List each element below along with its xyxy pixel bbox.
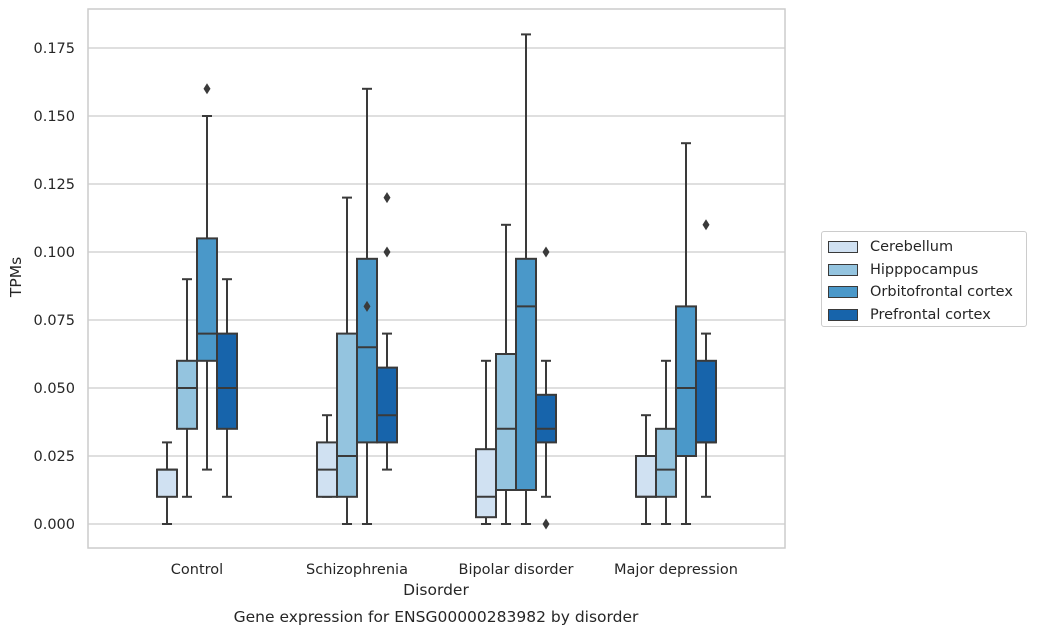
- box-body: [336, 332, 358, 498]
- box-2-3: [675, 142, 697, 525]
- y-tick-label: 0.075: [33, 313, 75, 329]
- x-tick-label: Control: [171, 562, 223, 578]
- box-0-2: [475, 359, 497, 525]
- box-body: [495, 353, 517, 491]
- outlier-point: [363, 300, 371, 312]
- chart-title: Gene expression for ENSG00000283982 by d…: [234, 608, 639, 626]
- box-3-1: [376, 192, 398, 471]
- box-body: [176, 359, 198, 430]
- box-body: [655, 427, 677, 498]
- legend-label: Prefrontal cortex: [870, 306, 991, 323]
- outlier-point: [702, 219, 710, 231]
- legend-item-prefrontal-cortex: Prefrontal cortex: [828, 304, 1026, 327]
- y-tick-label: 0.050: [33, 381, 75, 397]
- legend-item-cerebellum: Cerebellum: [828, 236, 1026, 259]
- box-1-1: [336, 196, 358, 525]
- legend-swatch: [828, 241, 858, 254]
- legend: Cerebellum Hipppocampus Orbitofrontal co…: [821, 231, 1027, 327]
- box-body: [356, 257, 378, 444]
- box-body: [515, 257, 537, 491]
- box-0-3: [635, 414, 657, 525]
- outlier-point: [542, 246, 550, 258]
- outlier-point: [383, 246, 391, 258]
- x-tick-label: Schizophrenia: [306, 562, 408, 578]
- legend-swatch: [828, 308, 858, 321]
- x-tick-label: Bipolar disorder: [459, 562, 574, 578]
- box-3-3: [695, 219, 717, 498]
- y-tick-label: 0.150: [33, 109, 75, 125]
- x-axis-label: Disorder: [403, 581, 469, 599]
- legend-label: Hipppocampus: [870, 261, 979, 278]
- box-body: [376, 366, 398, 444]
- box-body: [196, 237, 218, 362]
- x-tick-label: Major depression: [614, 562, 738, 578]
- box-3-2: [535, 246, 557, 530]
- legend-swatch: [828, 286, 858, 299]
- outlier-point: [383, 192, 391, 204]
- box-body: [535, 393, 557, 444]
- y-tick-label: 0.125: [33, 177, 75, 193]
- box-body: [475, 448, 497, 519]
- y-tick-label: 0.175: [33, 41, 75, 57]
- legend-item-hippocampus: Hipppocampus: [828, 259, 1026, 282]
- box-body: [156, 468, 178, 498]
- legend-swatch: [828, 263, 858, 276]
- y-axis-label: TPMs: [7, 257, 25, 298]
- box-2-0: [196, 83, 218, 471]
- box-3-0: [216, 278, 238, 498]
- box-body: [695, 359, 717, 444]
- box-0-0: [156, 441, 178, 525]
- plot-frame: [87, 8, 786, 549]
- box-body: [216, 332, 238, 430]
- legend-label: Cerebellum: [870, 239, 954, 256]
- box-body: [635, 455, 657, 498]
- box-2-1: [356, 87, 378, 525]
- y-tick-label: 0.100: [33, 245, 75, 261]
- box-1-2: [495, 223, 517, 525]
- boxes: [156, 33, 717, 530]
- y-tick-label: 0.000: [33, 517, 75, 533]
- outlier-point: [542, 518, 550, 530]
- x-tick-labels: Control Schizophrenia Bipolar disorder Majo…: [171, 562, 738, 578]
- y-tick-labels: 0.000 0.025 0.050 0.075 0.100 0.125 0.150 0.175: [33, 41, 75, 533]
- legend-label: Orbitofrontal cortex: [870, 284, 1013, 301]
- box-2-2: [515, 33, 537, 525]
- box-0-1: [316, 414, 338, 498]
- box-body: [675, 305, 697, 457]
- box-1-3: [655, 359, 677, 525]
- outlier-point: [203, 83, 211, 95]
- y-tick-label: 0.025: [33, 449, 75, 465]
- box-1-0: [176, 278, 198, 498]
- legend-item-orbitofrontal-cortex: Orbitofrontal cortex: [828, 281, 1026, 304]
